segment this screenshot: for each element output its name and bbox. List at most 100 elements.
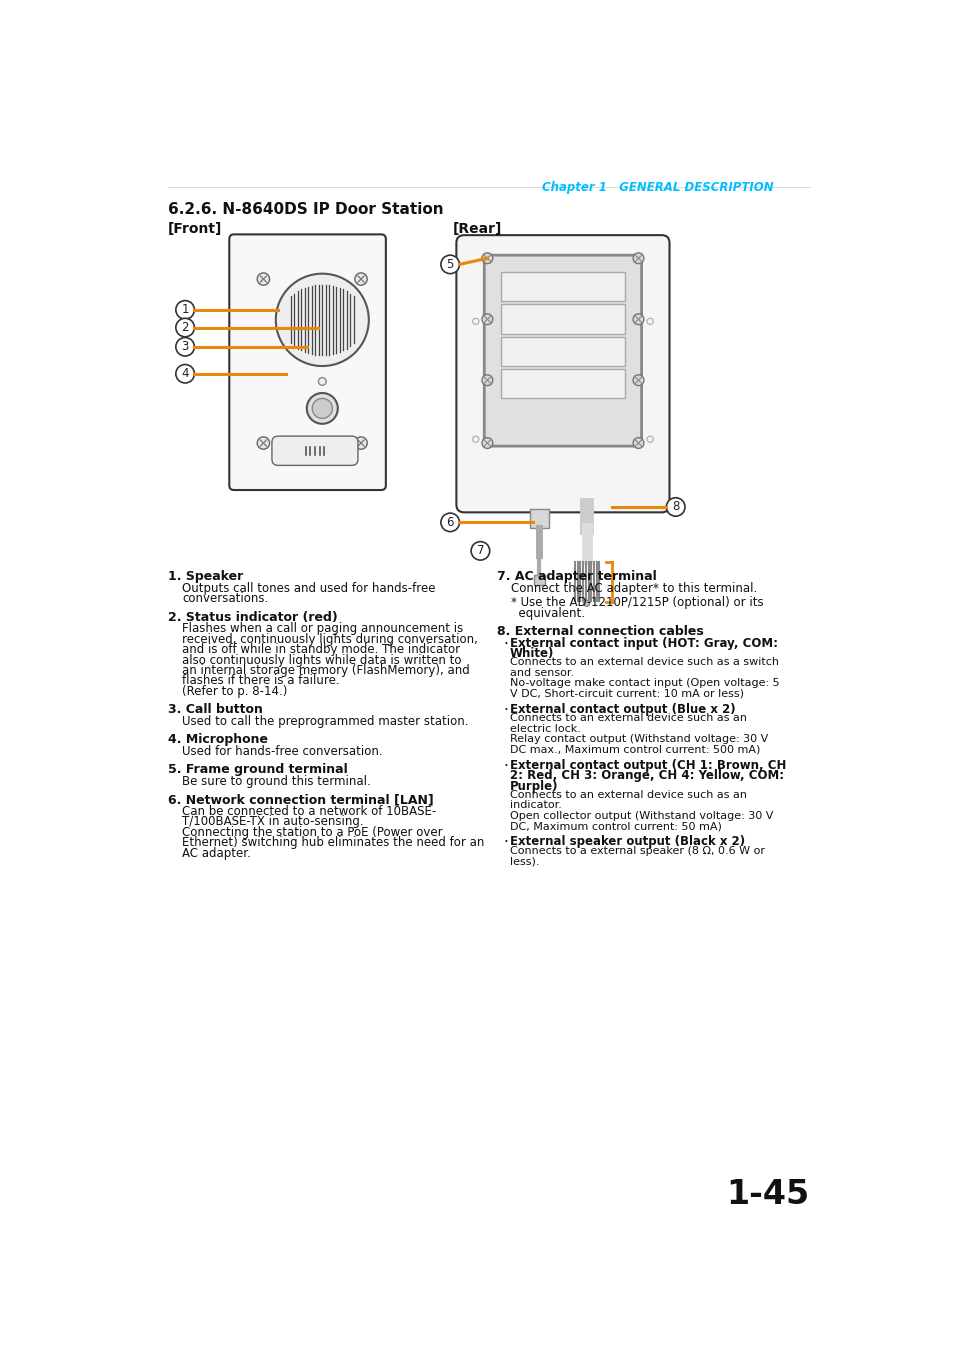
Text: 1. Speaker: 1. Speaker	[168, 570, 243, 583]
Circle shape	[481, 375, 493, 386]
Text: Chapter 1   GENERAL DESCRIPTION: Chapter 1 GENERAL DESCRIPTION	[541, 181, 773, 194]
Text: [Rear]: [Rear]	[452, 221, 501, 236]
Circle shape	[481, 437, 493, 448]
Circle shape	[472, 436, 478, 443]
Text: and is off while in standby mode. The indicator: and is off while in standby mode. The in…	[182, 643, 459, 656]
Text: External contact output (CH 1: Brown, CH: External contact output (CH 1: Brown, CH	[509, 759, 785, 772]
Bar	[529, 509, 548, 528]
Text: * Use the AD-1210P/1215P (optional) or its: * Use the AD-1210P/1215P (optional) or i…	[511, 597, 763, 609]
Bar	[500, 369, 624, 398]
Text: External speaker output (Black x 2): External speaker output (Black x 2)	[509, 836, 744, 848]
Text: No-voltage make contact input (Open voltage: 5: No-voltage make contact input (Open volt…	[509, 678, 779, 688]
Text: 1: 1	[181, 304, 189, 316]
Text: Used to call the preprogrammed master station.: Used to call the preprogrammed master st…	[182, 716, 468, 728]
Circle shape	[633, 313, 643, 324]
Bar	[500, 273, 624, 301]
Text: 2: Red, CH 3: Orange, CH 4: Yellow, COM:: 2: Red, CH 3: Orange, CH 4: Yellow, COM:	[509, 769, 783, 782]
Bar	[500, 305, 624, 333]
Text: 4: 4	[181, 367, 189, 381]
Circle shape	[646, 436, 653, 443]
Text: Can be connected to a network of 10BASE-: Can be connected to a network of 10BASE-	[182, 805, 436, 818]
Text: flashes if there is a failure.: flashes if there is a failure.	[182, 675, 339, 687]
Text: less).: less).	[509, 856, 538, 867]
Text: Ethernet) switching hub eliminates the need for an: Ethernet) switching hub eliminates the n…	[182, 836, 484, 849]
Text: Outputs call tones and used for hands-free: Outputs call tones and used for hands-fr…	[182, 582, 436, 595]
Circle shape	[633, 437, 643, 448]
Text: 8. External connection cables: 8. External connection cables	[497, 625, 703, 637]
Circle shape	[318, 378, 326, 385]
Text: DC max., Maximum control current: 500 mA): DC max., Maximum control current: 500 mA…	[509, 744, 760, 755]
Circle shape	[175, 319, 194, 336]
Circle shape	[440, 255, 459, 274]
FancyBboxPatch shape	[229, 235, 385, 490]
Circle shape	[481, 252, 493, 263]
Text: Flashes when a call or paging announcement is: Flashes when a call or paging announceme…	[182, 622, 463, 636]
Text: conversations.: conversations.	[182, 593, 268, 605]
Text: Connects to an external device such as an: Connects to an external device such as a…	[509, 713, 746, 724]
Text: 3. Call button: 3. Call button	[168, 703, 263, 716]
Text: T/100BASE-TX in auto-sensing.: T/100BASE-TX in auto-sensing.	[182, 815, 363, 829]
Text: ·: ·	[503, 637, 513, 652]
Circle shape	[275, 274, 369, 366]
Text: an internal storage memory (FlashMemory), and: an internal storage memory (FlashMemory)…	[182, 664, 469, 678]
Bar	[534, 575, 544, 585]
Text: 7: 7	[476, 544, 483, 558]
Text: electric lock.: electric lock.	[509, 724, 580, 733]
Circle shape	[646, 319, 653, 324]
Text: Connects to an external device such as an: Connects to an external device such as a…	[509, 790, 746, 801]
Text: and sensor.: and sensor.	[509, 668, 574, 678]
Circle shape	[472, 319, 478, 324]
Text: indicator.: indicator.	[509, 801, 561, 810]
Circle shape	[666, 498, 684, 516]
Text: Open collector output (Withstand voltage: 30 V: Open collector output (Withstand voltage…	[509, 811, 773, 821]
Text: ·: ·	[503, 703, 513, 718]
Text: 7. AC adapter terminal: 7. AC adapter terminal	[497, 570, 657, 583]
Text: 3: 3	[181, 340, 189, 354]
Circle shape	[355, 273, 367, 285]
Text: 6: 6	[446, 516, 454, 529]
Circle shape	[471, 541, 489, 560]
Text: [Front]: [Front]	[168, 221, 222, 236]
Text: External contact output (Blue x 2): External contact output (Blue x 2)	[509, 703, 735, 716]
FancyBboxPatch shape	[272, 436, 357, 466]
Text: (Refer to p. 8-14.): (Refer to p. 8-14.)	[182, 684, 287, 698]
Bar	[500, 336, 624, 366]
Text: ·: ·	[503, 836, 513, 850]
Text: 5. Frame ground terminal: 5. Frame ground terminal	[168, 763, 348, 776]
Text: Connects to an external device such as a switch: Connects to an external device such as a…	[509, 657, 778, 667]
Circle shape	[481, 313, 493, 324]
Text: 2. Status indicator (red): 2. Status indicator (red)	[168, 610, 337, 624]
Text: 1-45: 1-45	[726, 1179, 809, 1211]
Circle shape	[633, 252, 643, 263]
Circle shape	[175, 364, 194, 383]
Text: ·: ·	[503, 759, 513, 774]
Text: 2: 2	[181, 321, 189, 333]
Text: White): White)	[509, 647, 554, 660]
Text: V DC, Short-circuit current: 10 mA or less): V DC, Short-circuit current: 10 mA or le…	[509, 688, 743, 699]
Text: External contact input (HOT: Gray, COM:: External contact input (HOT: Gray, COM:	[509, 637, 777, 649]
Text: 4. Microphone: 4. Microphone	[168, 733, 268, 747]
Text: DC, Maximum control current: 50 mA): DC, Maximum control current: 50 mA)	[509, 821, 721, 832]
Circle shape	[257, 273, 270, 285]
Text: Connecting the station to a PoE (Power over: Connecting the station to a PoE (Power o…	[182, 826, 442, 838]
Text: equivalent.: equivalent.	[511, 606, 585, 620]
Text: 6. Network connection terminal [LAN]: 6. Network connection terminal [LAN]	[168, 792, 434, 806]
Text: Relay contact output (Withstand voltage: 30 V: Relay contact output (Withstand voltage:…	[509, 734, 767, 744]
Text: also continuously lights while data is written to: also continuously lights while data is w…	[182, 653, 461, 667]
Text: received, continuously lights during conversation,: received, continuously lights during con…	[182, 633, 477, 645]
Circle shape	[307, 393, 337, 424]
Text: Used for hands-free conversation.: Used for hands-free conversation.	[182, 745, 382, 757]
Text: 5: 5	[446, 258, 454, 271]
Text: Be sure to ground this terminal.: Be sure to ground this terminal.	[182, 775, 371, 788]
Circle shape	[175, 301, 194, 319]
Text: Connects to a external speaker (8 Ω, 0.6 W or: Connects to a external speaker (8 Ω, 0.6…	[509, 845, 764, 856]
Circle shape	[355, 437, 367, 450]
Text: AC adapter.: AC adapter.	[182, 846, 251, 860]
Circle shape	[175, 338, 194, 356]
Text: 6.2.6. N-8640DS IP Door Station: 6.2.6. N-8640DS IP Door Station	[168, 202, 443, 217]
Text: 8: 8	[671, 501, 679, 513]
Text: Purple): Purple)	[509, 779, 558, 792]
Circle shape	[583, 601, 589, 606]
Circle shape	[633, 375, 643, 386]
Circle shape	[257, 437, 270, 450]
